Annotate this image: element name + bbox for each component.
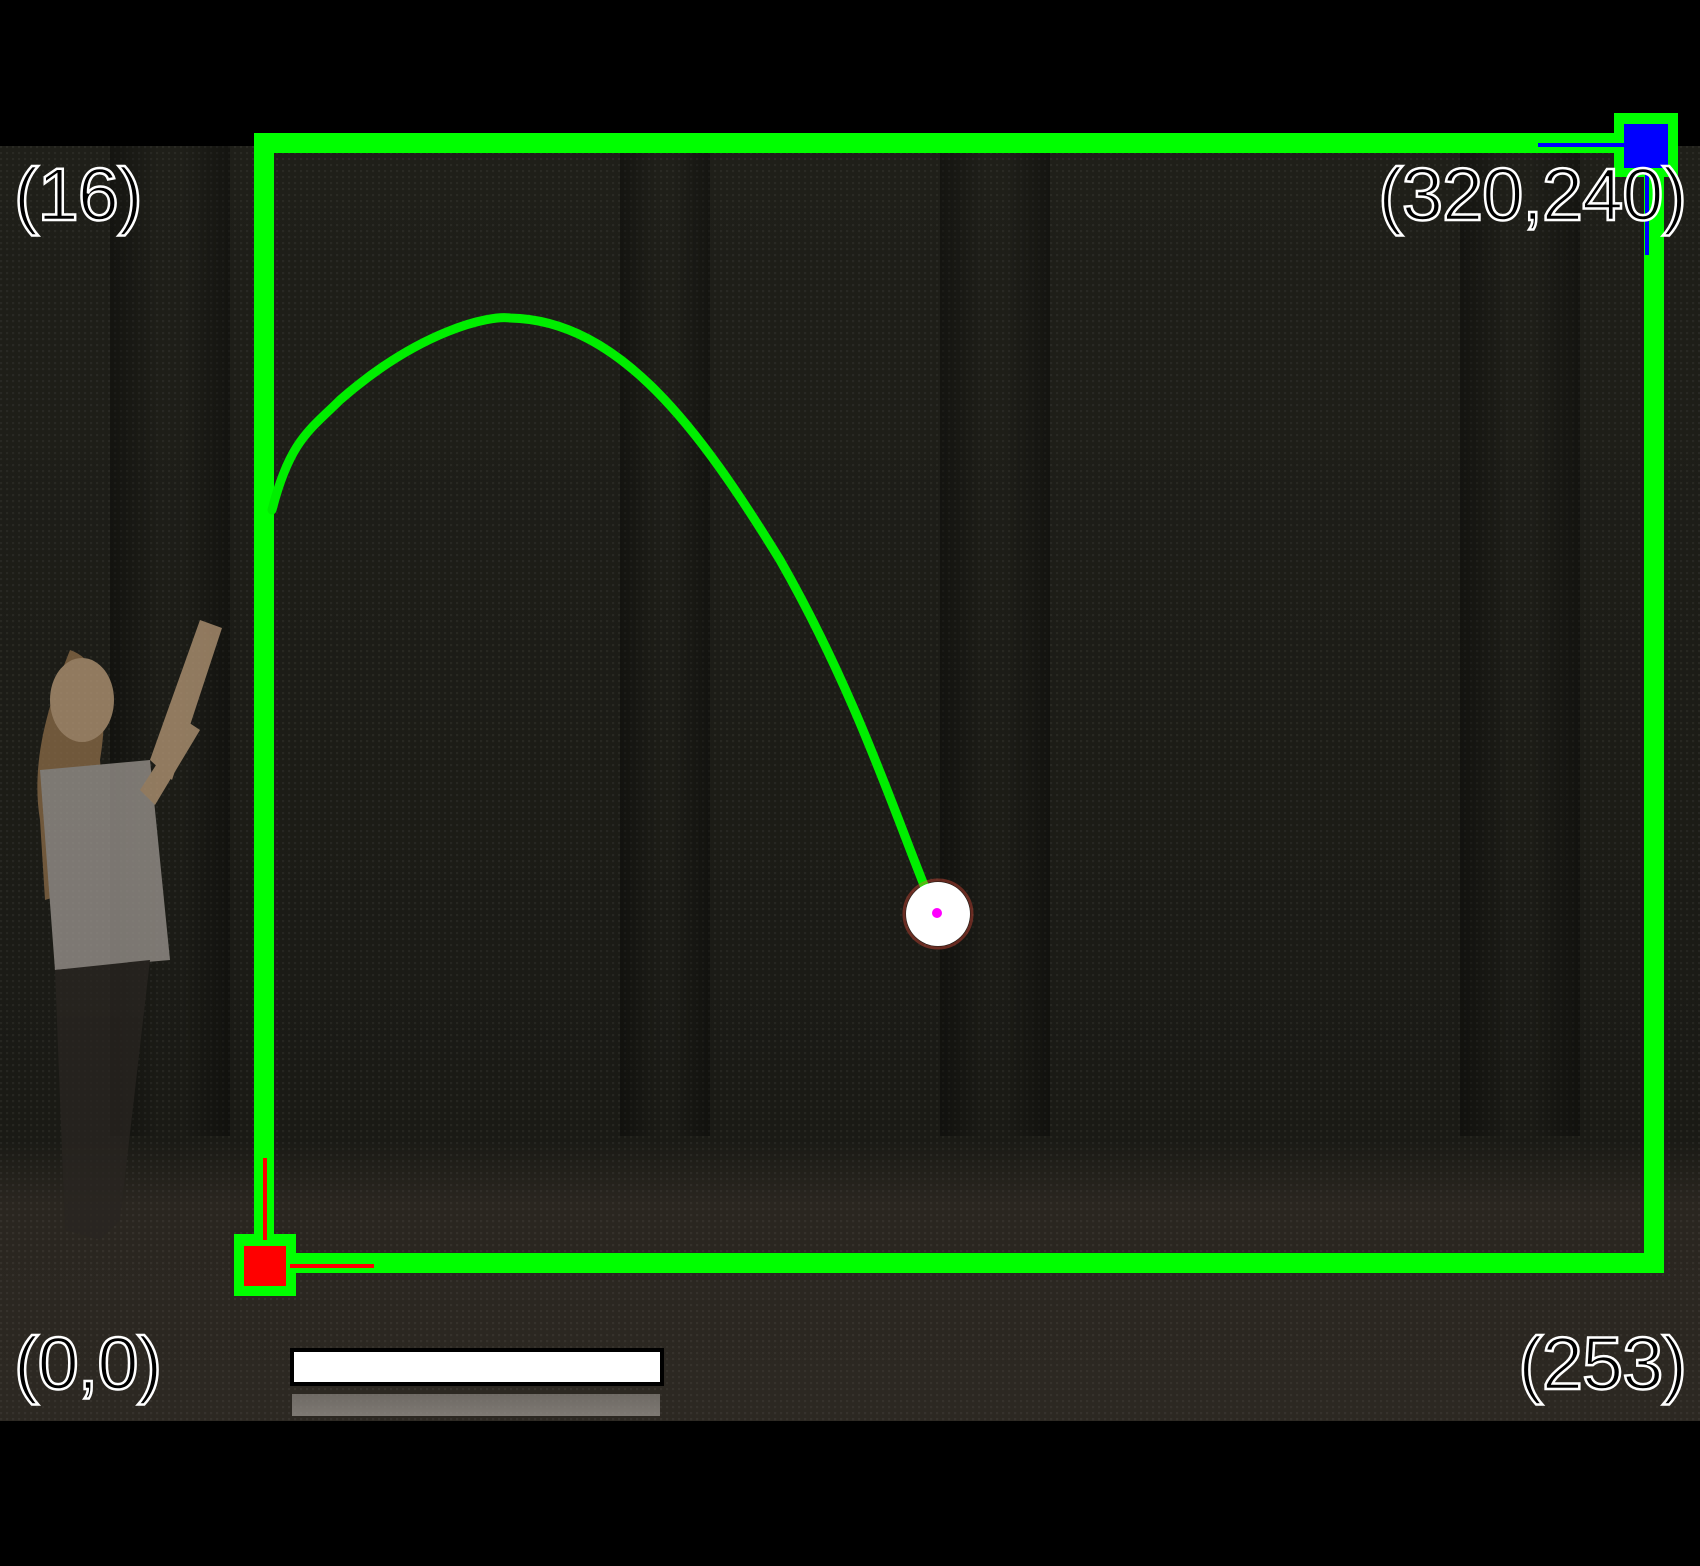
- corner-marker-icon[interactable]: [1538, 113, 1678, 255]
- curtain-fold: [620, 146, 710, 1136]
- bottom-right-coordinate-label: (253): [1517, 1322, 1688, 1405]
- thrower-figure: [37, 620, 222, 1240]
- origin-marker-icon[interactable]: [234, 1158, 374, 1296]
- top-right-coordinate-label: (320,240): [1377, 153, 1688, 236]
- bottom-left-coordinate-label: (0,0): [13, 1322, 164, 1405]
- curtain-fold: [940, 146, 1050, 1136]
- progress-fill: [294, 1352, 660, 1382]
- curtain-fold: [1460, 146, 1580, 1136]
- video-frame: [0, 146, 1700, 1421]
- ball-trajectory: [267, 313, 940, 917]
- ball-icon: [902, 878, 974, 950]
- ball-center-marker: [932, 908, 942, 918]
- progress-bar-reflection: [292, 1394, 660, 1416]
- tracking-region-box: [254, 133, 1664, 1273]
- top-left-coordinate-label: (16): [13, 153, 144, 236]
- playback-progress-bar[interactable]: [290, 1348, 664, 1386]
